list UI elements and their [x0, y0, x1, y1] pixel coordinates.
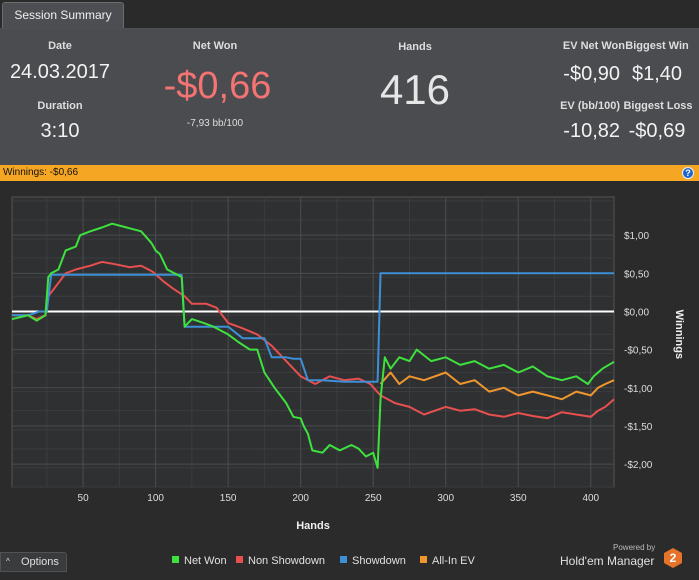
options-label: Options	[21, 556, 59, 568]
legend-label-showdown: Showdown	[352, 555, 406, 567]
winnings-chart: $1,00 $0,50 $0,00 -$0,50 -$1,00 -$1,50 -$2,00 5…	[11, 196, 685, 532]
legend-item-non-showdown[interactable]: Non Showdown	[236, 555, 325, 567]
biggest-win-label: Biggest Win	[625, 40, 689, 52]
x-tick-label: 300	[437, 493, 454, 504]
series-line-non-showdown	[12, 260, 615, 420]
duration-value: 3:10	[40, 120, 80, 142]
caret-up-icon: ^	[6, 557, 10, 566]
biggest-loss-value: -$0,69	[628, 120, 686, 142]
net-won-label: Net Won	[192, 40, 238, 52]
x-tick-label: 50	[78, 493, 90, 504]
ev-net-won-value: -$0,90	[563, 63, 620, 85]
legend-label-non-showdown: Non Showdown	[248, 555, 326, 567]
x-tick-label: 150	[220, 493, 237, 504]
legend-item-showdown[interactable]: Showdown	[340, 555, 406, 567]
ev-net-won-label: EV Net Won	[562, 40, 625, 52]
x-tick-label: 100	[147, 493, 164, 504]
legend-swatch-all-in-ev	[420, 556, 427, 563]
series-line-net-won	[11, 222, 615, 469]
x-tick-label: 400	[582, 493, 599, 504]
series-line-showdown	[12, 272, 614, 383]
brand-name: Hold'em Manager	[560, 554, 655, 568]
legend-item-all-in-ev[interactable]: All-In EV	[420, 555, 475, 567]
winnings-banner: Winnings: -$0,66 ?	[0, 165, 699, 181]
winnings-text: Winnings: -$0,66	[3, 167, 79, 178]
hm2-logo-icon: 2	[664, 548, 682, 568]
hands-value: 416	[379, 66, 451, 113]
tab-bar: Session Summary	[0, 0, 699, 29]
session-summary-panel: Date 24.03.2017 Duration 3:10 Net Won -$…	[0, 29, 699, 165]
duration-label: Duration	[37, 100, 83, 112]
legend-item-net-won[interactable]: Net Won	[172, 555, 227, 567]
options-button[interactable]: ^ Options	[0, 552, 67, 572]
y-tick-label: -$0,50	[624, 346, 653, 357]
y-tick-label: $0,00	[624, 307, 649, 318]
ev-bb-label: EV (bb/100)	[560, 100, 620, 112]
legend-swatch-non-showdown	[236, 556, 243, 563]
holdem-manager-brand: Powered by Hold'em Manager 2	[560, 543, 695, 575]
winnings-chart-area: $1,00 $0,50 $0,00 -$0,50 -$1,00 -$1,50 -$2,00 5…	[0, 181, 699, 580]
legend-label-net-won: Net Won	[184, 555, 227, 567]
plot-area	[11, 196, 615, 488]
net-won-bb: -7,93 bb/100	[186, 118, 244, 129]
y-tick-label: $0,50	[624, 269, 649, 280]
biggest-loss-label: Biggest Loss	[623, 100, 693, 112]
legend-label-all-in-ev: All-In EV	[432, 555, 475, 567]
powered-by-text: Powered by	[613, 543, 656, 552]
ev-bb-value: -10,82	[563, 120, 620, 142]
x-tick-label: 350	[510, 493, 527, 504]
y-tick-label: $1,00	[624, 231, 649, 242]
y-tick-label: -$1,00	[624, 384, 653, 395]
y-axis-label: Winnings	[673, 310, 685, 359]
biggest-win-value: $1,40	[631, 63, 683, 85]
legend-swatch-showdown	[340, 556, 347, 563]
x-axis-label: Hands	[296, 520, 330, 532]
date-label: Date	[48, 40, 72, 52]
hands-label: Hands	[398, 41, 432, 53]
date-value: 24.03.2017	[9, 61, 111, 83]
legend-swatch-net-won	[172, 556, 179, 563]
y-tick-label: -$2,00	[624, 460, 653, 471]
net-won-value: -$0,66	[163, 65, 272, 107]
help-icon[interactable]: ?	[682, 167, 694, 179]
x-tick-label: 200	[292, 493, 309, 504]
x-tick-label: 250	[365, 493, 382, 504]
series-line-all-in-ev	[379, 371, 615, 401]
y-tick-label: -$1,50	[624, 422, 653, 433]
tab-session-summary[interactable]: Session Summary	[2, 2, 124, 28]
